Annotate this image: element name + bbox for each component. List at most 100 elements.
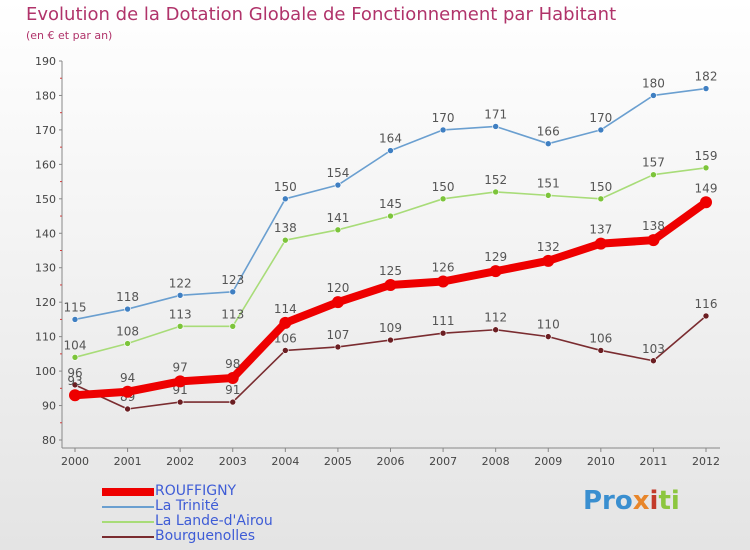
data-label: 137 — [589, 223, 612, 237]
legend-swatch-la-trinite — [102, 506, 154, 508]
data-point — [229, 322, 237, 330]
data-point — [174, 375, 187, 388]
data-point — [702, 164, 710, 172]
data-point — [647, 234, 660, 247]
data-point — [71, 354, 79, 361]
data-point — [282, 347, 289, 354]
y-tick-label: 180 — [35, 89, 56, 102]
data-point — [437, 275, 450, 288]
logo-part: ti — [658, 486, 680, 516]
y-tick-label: 190 — [35, 55, 56, 68]
data-point — [439, 195, 447, 203]
x-tick-label: 2010 — [587, 455, 615, 468]
data-point — [544, 333, 552, 340]
data-point — [544, 192, 552, 199]
x-tick-label: 2001 — [114, 455, 142, 468]
legend-label: La Trinité — [155, 498, 219, 514]
y-tick-label: 120 — [35, 296, 56, 309]
data-label: 114 — [274, 302, 297, 316]
data-label: 166 — [537, 125, 560, 139]
data-point — [492, 326, 499, 334]
data-point — [489, 265, 502, 278]
data-label: 115 — [64, 300, 87, 314]
data-label: 145 — [379, 197, 402, 211]
data-point — [229, 398, 237, 406]
data-label: 98 — [225, 357, 240, 371]
x-tick-label: 2009 — [534, 455, 562, 468]
data-label: 180 — [642, 76, 665, 90]
x-tick-label: 2006 — [377, 455, 405, 468]
data-label: 113 — [221, 307, 244, 321]
data-label: 138 — [642, 219, 665, 233]
data-label: 106 — [589, 331, 612, 345]
data-label: 126 — [432, 261, 455, 275]
data-label: 125 — [379, 264, 402, 278]
data-label: 150 — [274, 180, 297, 194]
proxiti-logo: Proxiti — [583, 486, 680, 516]
data-point — [544, 140, 552, 147]
data-point — [229, 288, 237, 296]
data-point — [594, 237, 607, 250]
data-label: 170 — [432, 111, 455, 125]
data-label: 149 — [695, 181, 718, 195]
data-point — [542, 254, 555, 267]
data-point — [387, 336, 394, 344]
data-point — [71, 381, 79, 389]
data-label: 109 — [379, 321, 402, 335]
y-tick-label: 160 — [35, 158, 56, 171]
data-label: 91 — [225, 383, 240, 397]
data-point — [334, 343, 342, 351]
x-tick-label: 2011 — [639, 455, 667, 468]
data-point — [650, 171, 657, 178]
data-point — [650, 357, 657, 365]
data-label: 171 — [484, 107, 507, 121]
y-tick-label: 100 — [35, 365, 56, 378]
data-point — [124, 340, 131, 347]
data-label: 138 — [274, 221, 297, 235]
data-point — [387, 212, 394, 220]
data-point — [124, 305, 131, 313]
data-label: 108 — [116, 325, 139, 339]
y-tick-label: 170 — [35, 124, 56, 137]
data-label: 154 — [326, 166, 349, 180]
data-point — [279, 316, 292, 329]
data-point — [492, 188, 499, 196]
x-tick-label: 2007 — [429, 455, 457, 468]
data-label: 141 — [326, 211, 349, 225]
logo-part: Pro — [583, 486, 633, 516]
y-tick-label: 110 — [35, 331, 56, 344]
x-tick-label: 2012 — [692, 455, 720, 468]
data-point — [492, 123, 499, 130]
data-label: 152 — [484, 173, 507, 187]
data-label: 182 — [695, 70, 718, 84]
x-tick-label: 2000 — [61, 455, 89, 468]
y-tick-label: 90 — [42, 400, 56, 413]
data-label: 129 — [484, 250, 507, 264]
x-tick-label: 2003 — [219, 455, 247, 468]
y-tick-label: 150 — [35, 193, 56, 206]
data-label: 112 — [484, 311, 507, 325]
x-tick-label: 2002 — [166, 455, 194, 468]
data-point — [597, 195, 605, 203]
data-label: 159 — [695, 149, 718, 163]
data-point — [282, 195, 289, 203]
data-point — [176, 398, 184, 406]
chart-title: Evolution de la Dotation Globale de Fonc… — [26, 4, 617, 25]
data-point — [124, 405, 131, 413]
data-label: 123 — [221, 273, 244, 287]
legend-swatch-bourguenolles — [102, 536, 154, 538]
data-point — [282, 236, 289, 244]
y-tick-label: 130 — [35, 262, 56, 275]
data-point — [439, 126, 447, 134]
logo-part: x — [632, 486, 650, 516]
line-chart: 80 90 100 110 120 130 140 150 160 170 180 190 2000 20… — [35, 55, 720, 468]
data-point — [650, 92, 657, 99]
data-point — [176, 291, 184, 299]
data-label: 91 — [173, 383, 188, 397]
data-label: 122 — [169, 276, 192, 290]
y-tick-label: 140 — [35, 227, 56, 240]
data-point — [331, 296, 344, 309]
x-tick-label: 2004 — [271, 455, 299, 468]
data-point — [69, 389, 81, 402]
data-label: 113 — [169, 307, 192, 321]
